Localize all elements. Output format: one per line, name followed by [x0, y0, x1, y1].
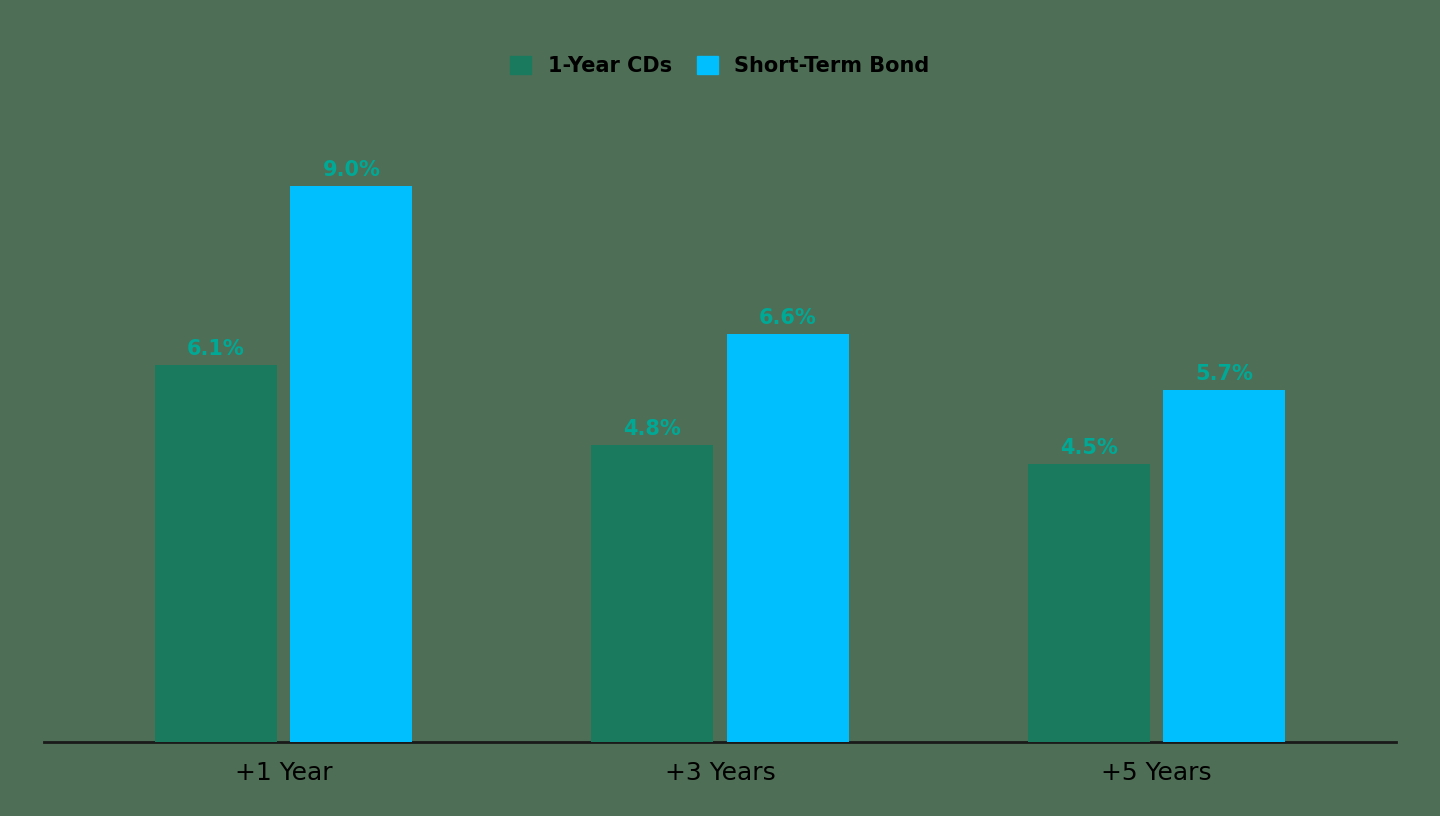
Bar	[1164, 390, 1284, 742]
Bar	[1028, 464, 1149, 742]
Text: 6.6%: 6.6%	[759, 308, 816, 328]
Text: 6.1%: 6.1%	[187, 339, 245, 359]
Bar	[156, 366, 276, 742]
Text: 9.0%: 9.0%	[323, 160, 380, 180]
Text: 4.8%: 4.8%	[624, 419, 681, 439]
Legend: 1-Year CDs, Short-Term Bond: 1-Year CDs, Short-Term Bond	[500, 46, 940, 86]
Bar	[291, 186, 412, 742]
Bar	[727, 335, 848, 742]
Bar	[592, 446, 713, 742]
Text: 4.5%: 4.5%	[1060, 438, 1117, 458]
Text: 5.7%: 5.7%	[1195, 364, 1253, 384]
